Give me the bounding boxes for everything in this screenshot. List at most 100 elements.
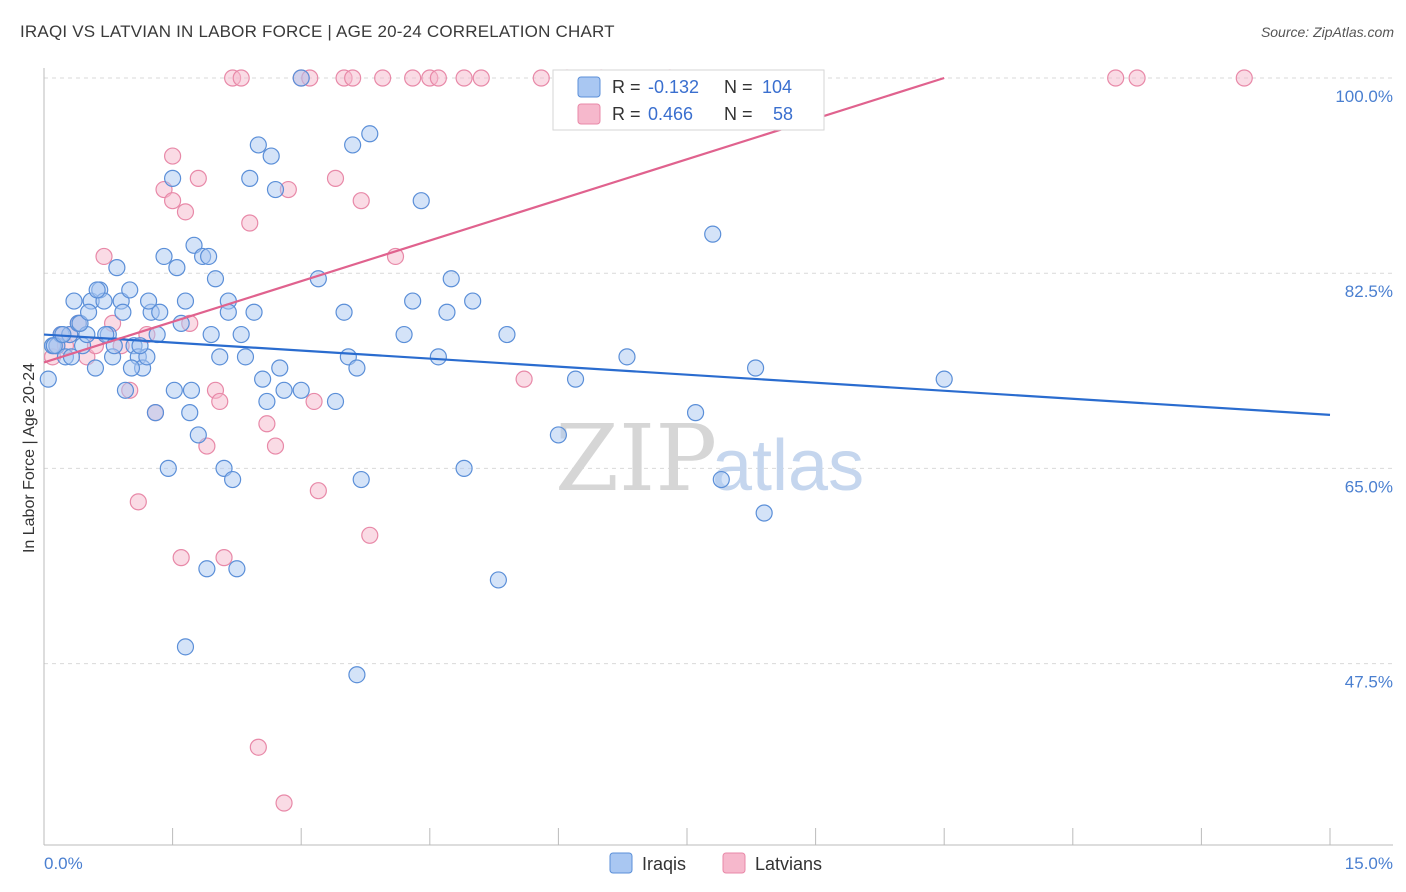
iraqi-point-26 (151, 303, 169, 321)
latvian-point-24 (215, 549, 233, 567)
latvian-point-31 (275, 794, 293, 812)
iraqi-point-63 (352, 470, 370, 489)
iraqi-point-52 (262, 147, 280, 165)
latvian-point-12 (129, 493, 147, 511)
iraqi-point-95 (139, 292, 158, 310)
iraqi-point-18 (116, 381, 135, 399)
watermark: ZIP atlas (555, 405, 864, 512)
iraqi-point-29 (164, 169, 182, 187)
iraqi-point-43 (224, 470, 242, 489)
iraqi-point-45 (232, 325, 250, 344)
x-tick-right: 15.0% (1345, 854, 1393, 873)
latvian-point-50 (532, 69, 550, 87)
iraqi-point-65 (395, 325, 413, 344)
iraqi-point-66 (404, 292, 422, 310)
legend-n-label-latvian: N = (724, 104, 753, 124)
latvian-point-18 (176, 203, 195, 221)
iraqi-point-92 (114, 303, 132, 321)
legend-n-label-iraqi: N = (724, 77, 753, 97)
iraqi-point-38 (202, 325, 220, 344)
latvian-point-46 (429, 69, 447, 87)
latvian-point-8 (95, 247, 113, 266)
latvian-point-49 (515, 370, 533, 388)
latvian-point-23 (211, 392, 229, 411)
legend-r-label-latvian: R = (612, 104, 641, 124)
iraqi-point-33 (181, 404, 199, 422)
legend-swatch-latvian (577, 103, 601, 125)
latvian-point-17 (172, 549, 190, 567)
bottom-legend-swatch-iraqis (609, 852, 633, 874)
iraqi-point-80 (712, 470, 730, 489)
grid-lines (44, 77, 1393, 665)
latvian-point-41 (361, 526, 379, 544)
source-label: Source: ZipAtlas.com (1260, 24, 1394, 40)
latvian-point-42 (374, 69, 392, 87)
axes (43, 68, 1393, 846)
iraqi-point-53 (266, 180, 285, 199)
latvian-point-39 (344, 69, 362, 87)
iraqi-point-93 (122, 359, 141, 377)
latvian-point-54 (1107, 69, 1125, 87)
y-tick-labels: 100.0% 82.5% 65.0% 47.5% (1335, 87, 1393, 692)
iraqi-point-83 (935, 370, 953, 388)
legend-r-value-latvian: 0.466 (648, 104, 693, 124)
iraqi-point-77 (618, 348, 636, 366)
legend-swatch-iraqi (577, 76, 601, 98)
iraqi-point-50 (254, 370, 272, 388)
iraqi-point-6 (65, 292, 83, 310)
x-tick-left: 0.0% (44, 854, 83, 873)
iraqi-point-19 (121, 281, 139, 299)
iraqi-point-58 (326, 392, 345, 411)
iraqi-point-32 (176, 292, 195, 310)
iraqi-point-40 (211, 348, 229, 366)
iraqi-point-78 (686, 404, 705, 422)
iraqi-point-64 (361, 125, 379, 143)
iraqi-point-69 (438, 303, 456, 321)
iraqi-point-89 (88, 281, 106, 299)
y-axis-label: In Labor Force | Age 20-24 (21, 363, 38, 553)
latvian-point-29 (258, 415, 276, 433)
iraqi-point-101 (176, 638, 195, 656)
latvian-point-47 (455, 69, 473, 87)
iraqi-point-51 (258, 392, 276, 411)
iraqi-point-55 (275, 381, 293, 399)
iraqi-point-35 (189, 426, 207, 444)
latvian-point-27 (241, 214, 259, 232)
latvian-point-48 (472, 69, 490, 87)
iraqi-point-48 (245, 303, 263, 321)
latvian-point-56 (1235, 69, 1253, 87)
legend-r-label-iraqi: R = (612, 77, 641, 97)
latvian-point-36 (309, 482, 327, 500)
iraqi-point-46 (236, 348, 255, 366)
latvian-point-40 (352, 192, 370, 210)
stats-legend: R = -0.132 N = 104 R = 0.466 N = 58 (552, 69, 825, 131)
iraqi-point-54 (271, 359, 289, 377)
latvian-point-35 (305, 392, 323, 411)
iraqi-point-98 (182, 381, 201, 399)
latvian-point-16 (164, 192, 182, 210)
iraqi-point-16 (108, 259, 126, 277)
iraqi-point-71 (455, 459, 473, 477)
latvian-point-57 (164, 147, 182, 165)
watermark-atlas: atlas (712, 426, 864, 506)
iraqi-point-11 (86, 359, 105, 377)
iraqi-point-0 (39, 370, 57, 388)
iraqi-point-28 (159, 459, 177, 477)
iraqi-point-47 (241, 169, 259, 187)
bottom-legend-swatch-latvians (722, 852, 746, 874)
bottom-legend-label-iraqis: Iraqis (642, 854, 686, 874)
iraqi-point-49 (249, 136, 267, 154)
iraqi-point-30 (168, 259, 186, 277)
y-tick-3: 47.5% (1345, 673, 1393, 692)
iraqi-point-27 (155, 247, 173, 266)
legend-n-value-latvian: 58 (773, 104, 793, 124)
latvian-point-20 (189, 169, 207, 187)
iraqi-point-39 (206, 270, 225, 288)
y-tick-1: 82.5% (1345, 282, 1393, 301)
iraqi-point-103 (292, 69, 310, 87)
y-tick-2: 65.0% (1345, 477, 1393, 496)
latvian-point-37 (326, 169, 345, 187)
chart-title: IRAQI VS LATVIAN IN LABOR FORCE | AGE 20… (20, 22, 615, 41)
iraqi-point-74 (498, 325, 516, 344)
